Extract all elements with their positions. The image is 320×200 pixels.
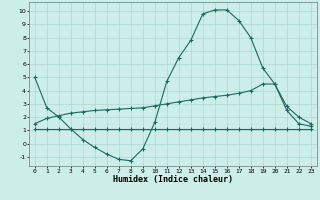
- X-axis label: Humidex (Indice chaleur): Humidex (Indice chaleur): [113, 175, 233, 184]
